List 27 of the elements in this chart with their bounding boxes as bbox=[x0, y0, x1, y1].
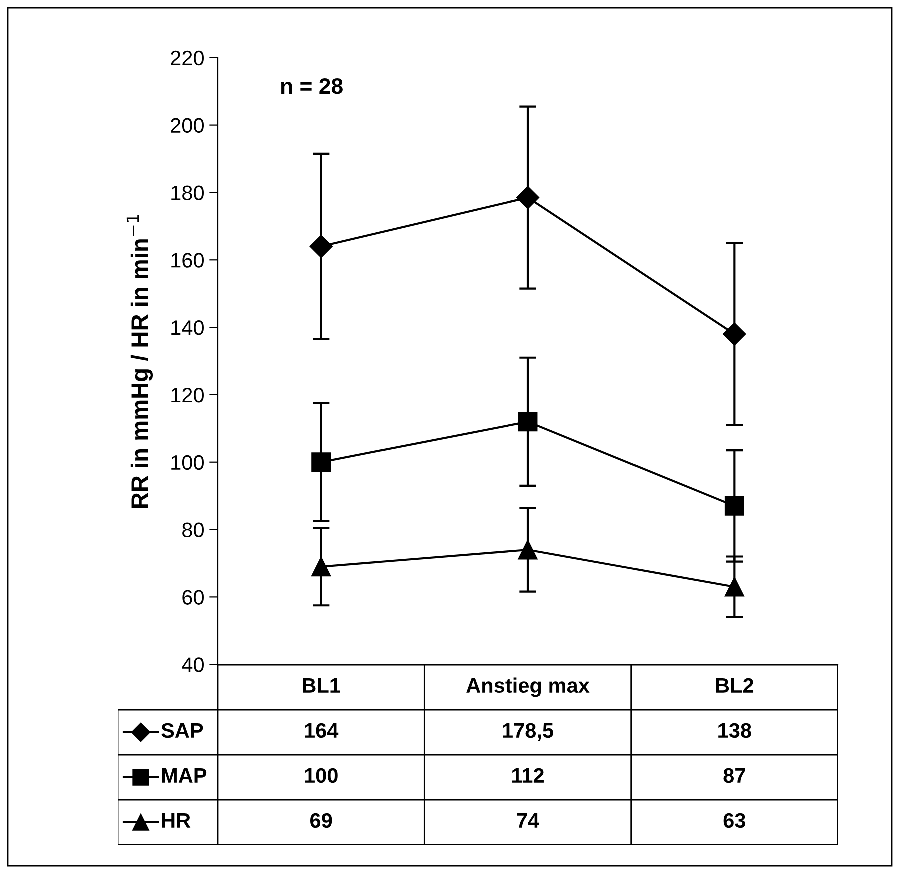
legend-label: SAP bbox=[162, 723, 204, 738]
data-label: 100 bbox=[305, 768, 338, 784]
y-tick-label: 200 bbox=[171, 118, 204, 134]
x-tick-label: Anstieg max bbox=[466, 678, 590, 698]
legend-label: MAP bbox=[162, 768, 207, 783]
y-tick-label: 80 bbox=[182, 522, 204, 538]
y-tick-label: 60 bbox=[182, 590, 204, 605]
y-tick-label: 140 bbox=[172, 320, 204, 336]
data-label: 164 bbox=[305, 723, 339, 738]
data-label: 74 bbox=[517, 814, 540, 828]
data-label: 178,5 bbox=[503, 723, 554, 742]
y-tick-label: 40 bbox=[182, 658, 204, 672]
annotation: n = 28 bbox=[281, 78, 343, 94]
y-tick-label: 160 bbox=[172, 253, 204, 268]
y-tick-label: 100 bbox=[172, 455, 204, 470]
data-label: 138 bbox=[718, 723, 752, 738]
data-label: 87 bbox=[724, 768, 746, 784]
y-tick-label: 120 bbox=[172, 388, 204, 403]
y-tick-label: 220 bbox=[171, 50, 204, 66]
y-tick-label: 180 bbox=[172, 186, 204, 200]
x-tick-label: BL1 bbox=[303, 678, 340, 693]
legend-label: HR bbox=[162, 814, 191, 828]
data-label: 69 bbox=[310, 813, 332, 828]
y-axis-title: RR in mmHg / HR in min$^{−1}$ bbox=[126, 215, 154, 508]
data-label: 112 bbox=[512, 768, 544, 783]
x-tick-label: BL2 bbox=[716, 678, 754, 693]
data-label: 63 bbox=[724, 813, 746, 828]
